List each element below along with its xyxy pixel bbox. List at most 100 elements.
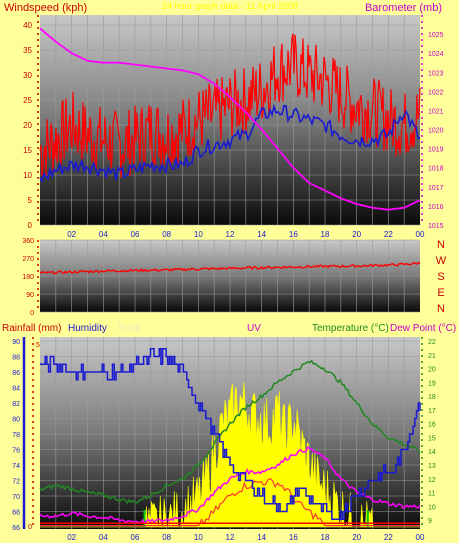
tick-label: 0	[30, 310, 34, 317]
tick-label: 22	[384, 533, 393, 542]
tick-label: 14	[257, 533, 266, 542]
tick-label: 86	[12, 370, 20, 377]
tick-label: 1020	[428, 128, 444, 135]
compass-label: W	[436, 255, 447, 267]
barometer-axis-title: Barometer (mb)	[365, 2, 442, 14]
tick-label: 16	[289, 533, 298, 542]
tick-label: 02	[67, 533, 76, 542]
rainfall-axis: 50	[28, 337, 40, 531]
tick-label: 20	[352, 533, 361, 542]
climate-time-axis: 02 04 06 08 10 12 14 16 18 20 22 00	[67, 533, 425, 542]
tick-label: 12	[226, 230, 235, 239]
tick-label: 18	[321, 230, 330, 239]
tick-label: 16	[428, 422, 436, 429]
average-windspeed-line	[39, 103, 421, 183]
tick-label: 90	[12, 339, 20, 346]
tick-label: 25	[23, 96, 32, 105]
solar-axis-title: Solar	[118, 323, 142, 334]
windspeed-line	[39, 33, 421, 178]
tick-label: 72	[12, 479, 20, 486]
tick-label: 16	[289, 230, 298, 239]
tick-label: 80	[12, 417, 20, 424]
tick-label: 04	[99, 230, 108, 239]
tick-label: 15	[23, 146, 32, 155]
dew-point-line	[39, 445, 421, 525]
tick-label: 180	[22, 274, 34, 281]
tick-label: 18	[321, 533, 330, 542]
tick-label: 20	[352, 230, 361, 239]
humidity-axis-title: Humidity	[68, 323, 107, 334]
direction-series	[39, 261, 421, 275]
solar-area	[40, 382, 420, 529]
tick-label: 5	[28, 196, 33, 205]
tick-label: 1022	[428, 89, 444, 96]
tick-label: 5	[36, 342, 40, 349]
tick-label: 21	[428, 353, 436, 360]
tick-label: 66	[12, 525, 20, 532]
barometer-axis: 1015 1016 1017 1018 1019 1020 1021 1022 1023 1024…	[421, 15, 444, 230]
tick-label: 360	[22, 238, 34, 245]
tick-label: 0	[28, 221, 33, 230]
tick-label: 9	[428, 518, 432, 525]
chart-title: 24 hour graph data - 11 April 2008	[162, 1, 298, 11]
tick-label: 78	[12, 432, 20, 439]
tick-label: 82	[12, 401, 20, 408]
compass-label: N	[437, 239, 445, 251]
tick-label: 35	[23, 46, 32, 55]
tick-label: 1024	[428, 51, 444, 58]
tick-label: 68	[12, 510, 20, 517]
tick-label: 70	[12, 494, 20, 501]
tick-label: 15	[428, 435, 436, 442]
tick-label: 1021	[428, 108, 444, 115]
tick-label: 84	[12, 386, 20, 393]
tick-label: 22	[384, 230, 393, 239]
humidity-line	[40, 348, 421, 521]
tick-label: 30	[23, 71, 32, 80]
tick-label: 02	[67, 230, 76, 239]
tick-label: 19	[428, 380, 436, 387]
tick-label: 1015	[428, 223, 444, 230]
tick-label: 1017	[428, 185, 444, 192]
tick-label: 76	[12, 448, 20, 455]
tick-label: 40	[23, 21, 32, 30]
rainfall-axis-title: Rainfall (mm)	[2, 323, 61, 334]
tick-label: 88	[12, 355, 20, 362]
tick-label: 00	[416, 533, 425, 542]
wind-series	[39, 27, 421, 211]
tick-label: 20	[428, 367, 436, 374]
tick-label: 1023	[428, 70, 444, 77]
tick-label: 12	[226, 533, 235, 542]
tick-label: 11	[428, 491, 435, 498]
uv-line	[40, 477, 420, 527]
tick-label: 04	[99, 533, 108, 542]
tick-label: 14	[428, 449, 436, 456]
tick-label: 10	[428, 504, 436, 511]
tick-label: 1025	[428, 32, 444, 39]
tick-label: 13	[428, 463, 436, 470]
dew-point-axis-title: Dew Point (°C)	[390, 323, 456, 334]
tick-label: 12	[428, 477, 436, 484]
tick-label: 74	[12, 463, 20, 470]
direction-panel-grid	[40, 239, 420, 313]
tick-label: 00	[416, 230, 425, 239]
tick-label: 06	[131, 230, 140, 239]
wind-direction-line	[39, 261, 421, 275]
compass-label: E	[437, 287, 444, 299]
wind-time-axis: 02 04 06 08 10 12 14 16 18 20 22 00	[67, 230, 425, 239]
tick-label: 90	[26, 292, 34, 299]
tick-label: 10	[194, 533, 203, 542]
tick-label: 10	[23, 171, 32, 180]
climate-series	[39, 348, 421, 529]
tick-label: 22	[428, 339, 436, 346]
compass-label: S	[437, 271, 444, 283]
temperature-line	[39, 359, 421, 504]
tick-label: 270	[22, 256, 34, 263]
tick-label: 10	[194, 230, 203, 239]
temperature-axis-title: Temperature (°C)	[312, 323, 389, 334]
barometer-line	[39, 27, 421, 211]
tick-label: 20	[23, 121, 32, 130]
humidity-axis: 66 68 70 72 74 76 78 80 82 84 86 88 90	[12, 337, 26, 532]
compass-label: N	[437, 303, 445, 315]
